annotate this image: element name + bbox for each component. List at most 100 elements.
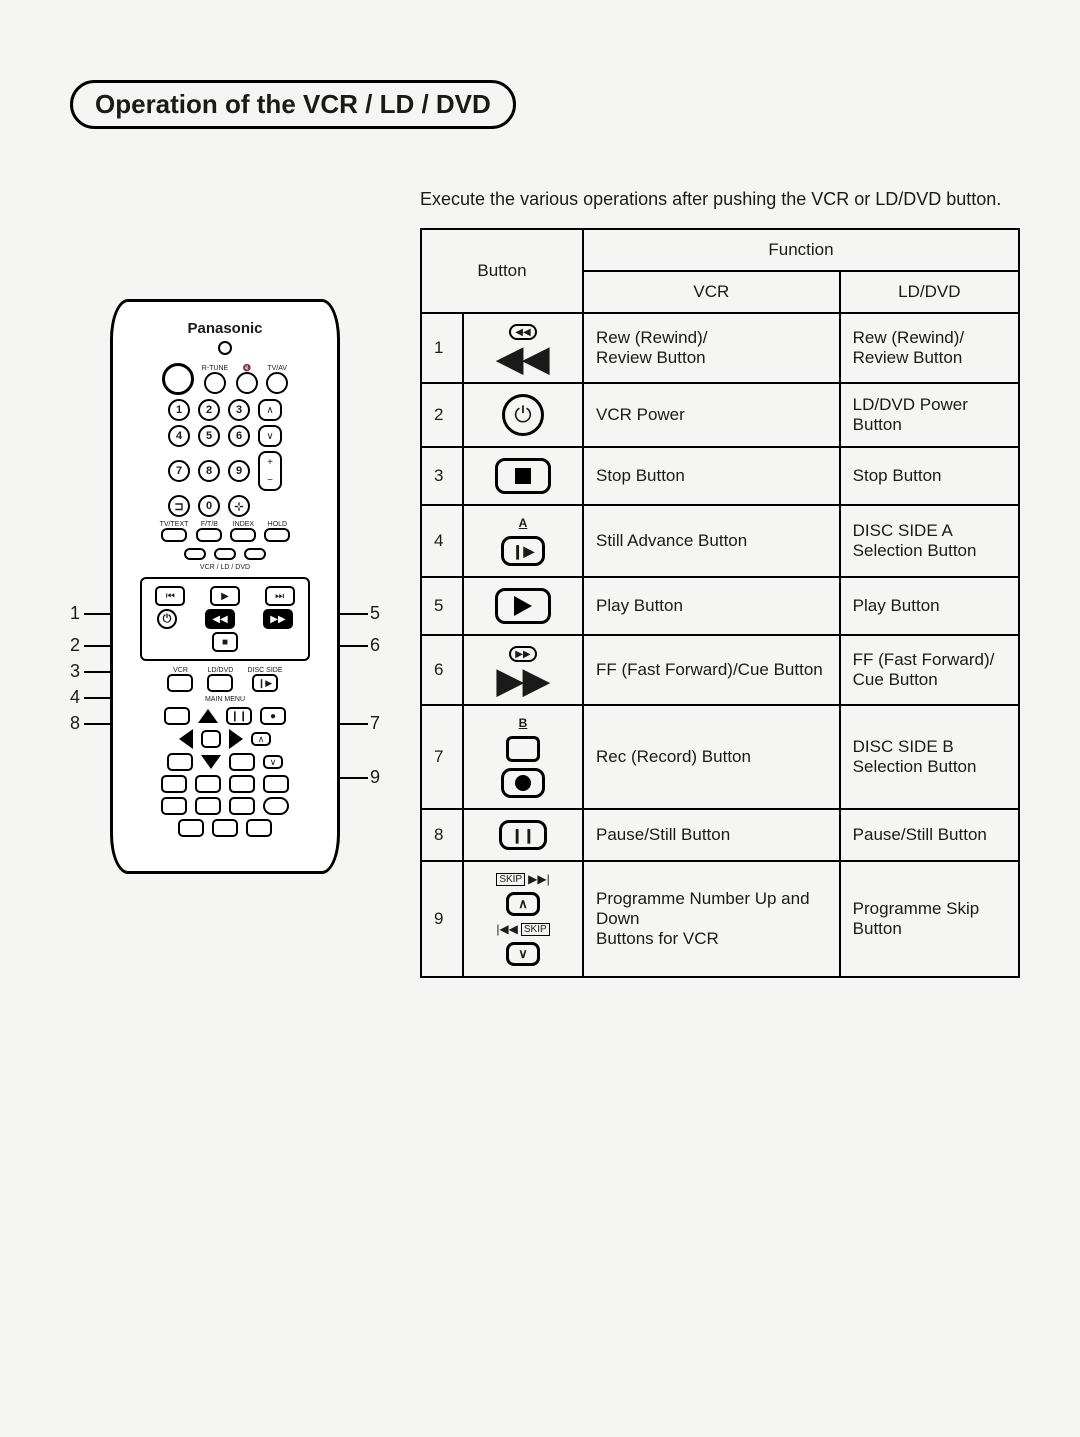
- section-title: Operation of the VCR / LD / DVD: [70, 80, 516, 129]
- row-lddvd: Play Button: [840, 577, 1019, 635]
- rtune-label: R-TUNE: [202, 365, 228, 372]
- mode-ld: [214, 548, 236, 560]
- cv-btn: [229, 775, 255, 793]
- mode-vcr: [184, 548, 206, 560]
- mainmenu-label: MAIN MENU: [205, 696, 245, 703]
- table-row: 9SKIP▶▶|∧|◀◀SKIP∨Programme Number Up and…: [421, 861, 1019, 977]
- discside-lower-label: DISC SIDE: [247, 667, 282, 674]
- table-row: 6▶▶▶▶FF (Fast Forward)/Cue ButtonFF (Fas…: [421, 635, 1019, 705]
- row-number: 2: [421, 383, 463, 447]
- ch-dn: ∨: [258, 425, 282, 447]
- num-7: 7: [168, 460, 190, 482]
- row-lddvd: Programme Skip Button: [840, 861, 1019, 977]
- skip-fwd-label-icon: SKIP▶▶|: [496, 872, 549, 886]
- ai-btn: [195, 775, 221, 793]
- ftb-label: F/T/B: [201, 521, 218, 528]
- row-number: 3: [421, 447, 463, 505]
- ch-up: ∧: [258, 399, 282, 421]
- remote-brand: Panasonic: [127, 320, 323, 337]
- timetext-btn: [195, 797, 221, 815]
- row-number: 9: [421, 861, 463, 977]
- pause-icon: ❙❙: [499, 820, 547, 850]
- right-arrow-icon: [229, 729, 243, 749]
- row-icon-cell: B: [463, 705, 583, 809]
- intro-text: Execute the various operations after pus…: [420, 189, 1020, 210]
- display-btn: [178, 819, 204, 837]
- callout-4: 4: [70, 687, 80, 708]
- row-icon-cell: [463, 447, 583, 505]
- table-row: 8❙❙Pause/Still ButtonPause/Still Button: [421, 809, 1019, 861]
- num-4: 4: [168, 425, 190, 447]
- up-arrow-icon: [198, 709, 218, 723]
- rec-small-icon: ●: [260, 707, 286, 725]
- rewind-hint-icon: ◀◀: [509, 324, 537, 340]
- mute-label: 🔇: [243, 364, 252, 372]
- row-number: 4: [421, 505, 463, 577]
- row-lddvd: Stop Button: [840, 447, 1019, 505]
- transport-block: ⏮ ▶ ⏭ ⏻ ◀◀ ▶▶ ■: [140, 577, 310, 661]
- row-icon-cell: [463, 577, 583, 635]
- num-dash: ⊐: [168, 495, 190, 517]
- row-lddvd: LD/DVD Power Button: [840, 383, 1019, 447]
- skip-dn-icon: ∨: [263, 755, 283, 769]
- row-number: 6: [421, 635, 463, 705]
- row-vcr: Rec (Record) Button: [583, 705, 840, 809]
- th-function: Function: [583, 229, 1019, 271]
- row-lddvd: DISC SIDE B Selection Button: [840, 705, 1019, 809]
- icon-top-label: B: [519, 716, 528, 730]
- rew-small-icon: ⏮: [155, 586, 185, 606]
- reveal-btn: [229, 797, 255, 815]
- ff-hint-icon: ▶▶: [509, 646, 537, 662]
- row-icon-cell: SKIP▶▶|∧|◀◀SKIP∨: [463, 861, 583, 977]
- num-1: 1: [168, 399, 190, 421]
- r-btn: [161, 775, 187, 793]
- row-vcr: Programme Number Up and Down Buttons for…: [583, 861, 840, 977]
- tvtext-label: TV/TEXT: [160, 521, 189, 528]
- num-2: 2: [198, 399, 220, 421]
- vol: +−: [258, 451, 282, 491]
- row-icon-cell: ❙❙: [463, 809, 583, 861]
- table-row: 2 ⏻ VCR PowerLD/DVD Power Button: [421, 383, 1019, 447]
- num-8: 8: [198, 460, 220, 482]
- row-number: 8: [421, 809, 463, 861]
- pwr-small-icon: ⏻: [157, 609, 177, 629]
- th-button: Button: [421, 229, 583, 313]
- callout-2: 2: [70, 635, 80, 656]
- th-vcr: VCR: [583, 271, 840, 313]
- num-3: 3: [228, 399, 250, 421]
- row-lddvd: DISC SIDE A Selection Button: [840, 505, 1019, 577]
- index-label: INDEX: [233, 521, 254, 528]
- th-lddvd: LD/DVD: [840, 271, 1019, 313]
- sndmenu-btn: [229, 753, 255, 771]
- skip-up-icon: ∧: [251, 732, 271, 746]
- row-vcr: Still Advance Button: [583, 505, 840, 577]
- table-row: 3Stop ButtonStop Button: [421, 447, 1019, 505]
- function-table: Button Function VCR LD/DVD 1◀◀◀◀Rew (Rew…: [420, 228, 1020, 978]
- power-icon: ⏻: [502, 394, 544, 436]
- num-dashdash: ⊹: [228, 495, 250, 517]
- row-number: 7: [421, 705, 463, 809]
- vcr-lower-label: VCR: [173, 667, 188, 674]
- pause-small-icon: ❙❙: [226, 707, 252, 725]
- fastfwd-icon: ▶▶: [263, 609, 293, 629]
- rec-icon: [501, 768, 545, 798]
- left-arrow-icon: [179, 729, 193, 749]
- row-lddvd: FF (Fast Forward)/ Cue Button: [840, 635, 1019, 705]
- rewind-icon: ◀◀: [205, 609, 235, 629]
- row-number: 5: [421, 577, 463, 635]
- stop-small-icon: ■: [212, 632, 238, 652]
- callout-5: 5: [370, 603, 380, 624]
- rp-btn: [161, 797, 187, 815]
- row-icon-cell: ⏻: [463, 383, 583, 447]
- row-icon-cell: ▶▶▶▶: [463, 635, 583, 705]
- num-5: 5: [198, 425, 220, 447]
- row-icon-cell: ◀◀◀◀: [463, 313, 583, 383]
- timer-btn: [263, 797, 289, 815]
- row-vcr: VCR Power: [583, 383, 840, 447]
- surround-btn: [263, 775, 289, 793]
- callout-8: 8: [70, 713, 80, 734]
- row-icon-cell: A❙▶: [463, 505, 583, 577]
- b-button-icon: [506, 736, 540, 762]
- list-btn: [212, 819, 238, 837]
- n-btn: [201, 730, 221, 748]
